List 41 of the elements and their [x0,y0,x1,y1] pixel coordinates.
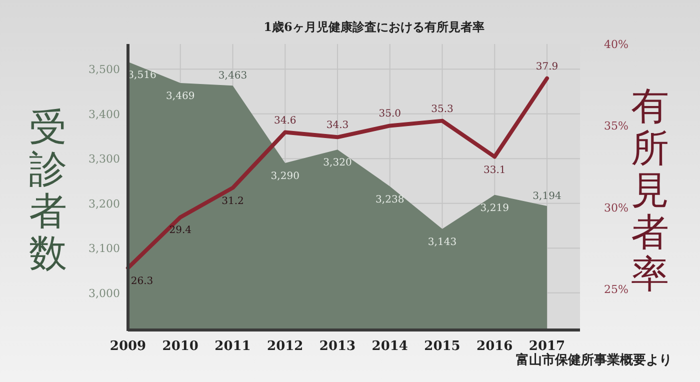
y-tick-label: 3,500 [88,63,120,76]
data-label: 3,219 [480,202,509,214]
data-label: 3,194 [532,191,562,202]
x-tick-label: 2016 [476,339,513,354]
data-label: 35.3 [431,104,454,115]
x-tick-label: 2012 [267,339,304,354]
x-tick-label: 2011 [214,339,251,354]
x-tick-label: 2014 [372,339,408,354]
y-tick-label: 3,000 [88,286,120,300]
data-label: 3,320 [323,158,352,169]
chart-title: 1歳6ヶ月児健康診査における有所見者率 [264,20,484,34]
data-label: 29.4 [169,225,192,236]
y2-tick-label: 35% [604,120,628,133]
data-label: 3,238 [376,194,404,206]
data-label: 35.0 [378,108,402,120]
data-label: 26.3 [130,276,154,287]
data-label: 3,290 [270,171,300,182]
y-tick-label: 3,200 [88,197,120,210]
data-label: 3,516 [128,70,156,81]
y2-tick-label: 25% [604,283,628,296]
data-label: 33.1 [483,164,506,176]
y-tick-label: 3,400 [88,108,120,121]
y2-tick-label: 30% [604,201,628,214]
y-tick-label: 3,300 [88,152,120,166]
y2-tick-label: 40% [604,38,628,51]
x-tick-label: 2017 [528,339,566,354]
y2-axis-title: 有所見者率 [631,84,669,296]
text: 富山市保健所事業概要より [516,352,672,368]
data-label: 34.6 [274,115,296,126]
data-label: 31.2 [222,196,244,207]
x-tick-label: 2010 [162,339,198,354]
data-label: 3,463 [218,70,248,82]
data-label: 3,143 [428,236,457,248]
y-axis-title: 受診者数 [29,105,67,275]
x-tick-label: 2009 [110,339,146,354]
y-tick-label: 3,100 [88,242,120,256]
data-label: 37.9 [536,61,558,72]
data-label: 34.3 [326,120,349,132]
x-tick-label: 2015 [424,339,460,354]
data-label: 3,469 [166,90,195,102]
x-tick-label: 2013 [319,339,356,354]
